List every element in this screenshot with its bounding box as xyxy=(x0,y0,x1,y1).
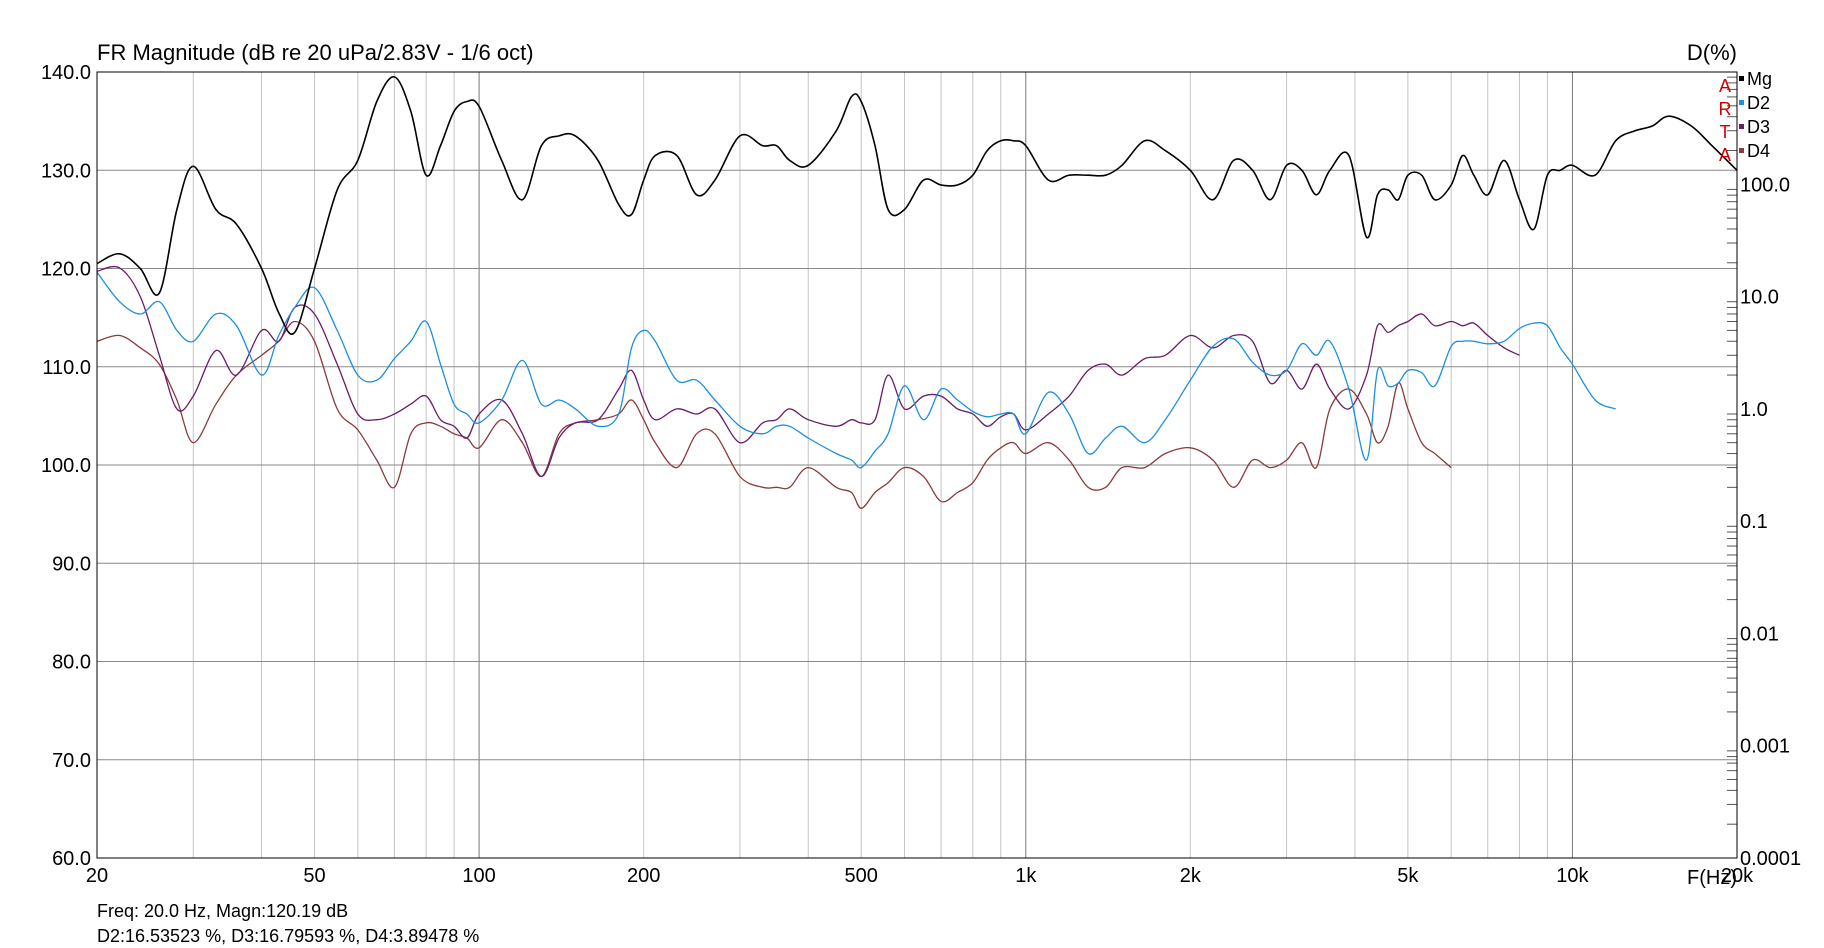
legend-swatch-d3 xyxy=(1739,124,1744,129)
legend: Mg D2 D3 D4 xyxy=(1739,69,1772,161)
left-axis-tick-label: 90.0 xyxy=(52,553,91,575)
x-axis-tick-label: 1k xyxy=(1015,865,1037,887)
series-line-mg xyxy=(96,76,1738,335)
right-axis-tick-label: 0.001 xyxy=(1740,736,1790,758)
left-axis-tick-label: 130.0 xyxy=(41,160,91,182)
legend-swatch-mg xyxy=(1739,76,1744,81)
x-axis-tick-label: 500 xyxy=(845,865,878,887)
legend-swatch-d2 xyxy=(1739,100,1744,105)
series-line-d2 xyxy=(96,271,1616,469)
x-axis-tick-label: 2k xyxy=(1180,865,1202,887)
legend-label-d3: D3 xyxy=(1747,117,1770,137)
right-axis-title: D(%) xyxy=(1687,40,1737,65)
legend-label-d4: D4 xyxy=(1747,141,1770,161)
series-line-d3 xyxy=(96,265,1520,478)
right-axis-minor-ticks xyxy=(1727,76,1737,825)
left-axis-tick-labels: 140.0 130.0 120.0 110.0 100.0 90.0 80.0 70.0 60.… xyxy=(41,62,91,870)
series-line-d4 xyxy=(96,320,1452,509)
x-axis-tick-label: 10k xyxy=(1556,865,1589,887)
plot-frame xyxy=(96,71,1738,859)
left-axis-tick-label: 80.0 xyxy=(52,652,91,674)
cursor-readout-line1: Freq: 20.0 Hz, Magn:120.19 dB xyxy=(97,901,348,921)
right-axis-tick-label: 0.0001 xyxy=(1740,848,1801,870)
series-layer xyxy=(96,76,1738,509)
cursor-readout-line2: D2:16.53523 %, D3:16.79593 %, D4:3.89478… xyxy=(97,926,479,946)
x-axis-tick-labels: 20 50 100 200 500 1k 2k 5k 10k 20k xyxy=(86,865,1754,887)
left-axis-tick-label: 110.0 xyxy=(42,357,91,379)
right-axis-tick-label: 10.0 xyxy=(1740,287,1779,309)
watermark-letter: A xyxy=(1719,76,1731,96)
right-axis-tick-label: 0.01 xyxy=(1740,623,1779,645)
x-axis-tick-label: 5k xyxy=(1397,865,1419,887)
left-axis-tick-label: 100.0 xyxy=(41,455,91,477)
left-axis-tick-label: 140.0 xyxy=(41,62,91,84)
grid-lines xyxy=(97,72,1737,858)
right-axis-tick-label: 1.0 xyxy=(1740,399,1768,421)
watermark-letter: A xyxy=(1719,145,1731,165)
left-axis-tick-label: 60.0 xyxy=(52,848,91,870)
chart-title: FR Magnitude (dB re 20 uPa/2.83V - 1/6 o… xyxy=(97,40,534,65)
right-axis-tick-label: 0.1 xyxy=(1740,511,1768,533)
left-axis-tick-label: 70.0 xyxy=(52,750,91,772)
legend-swatch-d4 xyxy=(1739,148,1744,153)
x-axis-tick-label: 50 xyxy=(303,865,325,887)
legend-label-mg: Mg xyxy=(1747,69,1772,89)
watermark-letter: T xyxy=(1720,122,1731,142)
x-axis-tick-label: 20 xyxy=(86,865,108,887)
watermark-letter: R xyxy=(1719,99,1732,119)
x-axis-tick-label: 100 xyxy=(462,865,495,887)
legend-label-d2: D2 xyxy=(1747,93,1770,113)
x-axis-label: F(Hz) xyxy=(1687,867,1737,889)
right-axis-tick-labels: 100.0 10.0 1.0 0.1 0.01 0.001 0.0001 xyxy=(1740,174,1801,870)
right-axis-tick-label: 100.0 xyxy=(1740,174,1790,196)
x-axis-tick-label: 200 xyxy=(627,865,660,887)
left-axis-tick-label: 120.0 xyxy=(41,259,91,281)
x-axis-tick-label: 20k xyxy=(1721,865,1754,887)
